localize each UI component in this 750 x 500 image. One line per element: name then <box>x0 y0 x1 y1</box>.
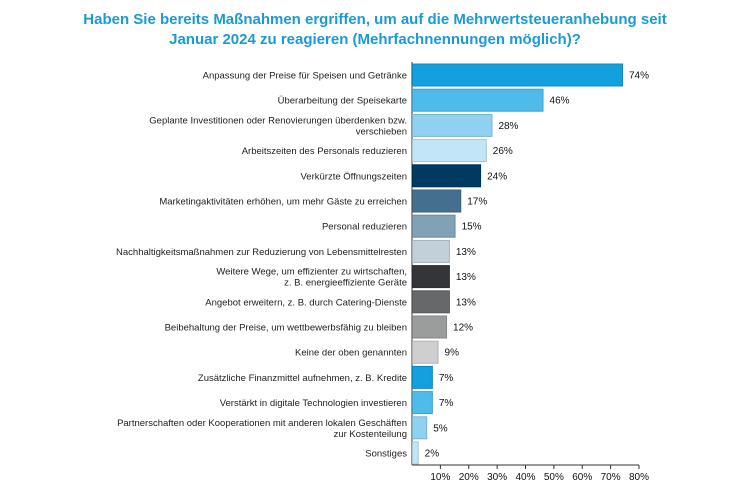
category-label: Beibehaltung der Preise, um wettbewerbsf… <box>165 323 407 334</box>
category-label: Keine der oben genannten <box>295 348 407 359</box>
category-label: Nachhaltigkeitsmaßnahmen zur Reduzierung… <box>116 247 407 258</box>
bar <box>412 416 428 440</box>
bar <box>412 365 433 389</box>
bar-value-label: 7% <box>439 373 454 384</box>
bar <box>412 164 482 188</box>
bar <box>412 239 450 263</box>
category-label: Anpassung der Preise für Speisen und Get… <box>203 71 407 82</box>
category-label: Überarbeitung der Speisekarte <box>278 96 407 107</box>
bar <box>412 391 433 415</box>
bar-value-label: 26% <box>493 146 513 157</box>
bar-value-label: 15% <box>462 222 482 233</box>
bar-value-label: 13% <box>456 272 476 283</box>
bar <box>412 113 493 137</box>
bar-value-label: 2% <box>425 449 440 460</box>
category-label: Weitere Wege, um effizienter zu wirtscha… <box>216 267 407 278</box>
x-tick-label: 30% <box>487 472 507 483</box>
category-label: Marketingaktivitäten erhöhen, um mehr Gä… <box>159 197 407 208</box>
bar-value-label: 5% <box>433 423 448 434</box>
bar <box>412 63 623 87</box>
bar-value-label: 13% <box>456 247 476 258</box>
bar <box>412 340 439 364</box>
category-label: z. B. energieeffiziente Geräte <box>284 278 407 289</box>
bar <box>412 214 456 238</box>
bar <box>412 139 487 163</box>
x-tick-label: 40% <box>515 472 535 483</box>
category-label: Verkürzte Öffnungszeiten <box>301 171 408 182</box>
chart-title-line: Haben Sie bereits Maßnahmen ergriffen, u… <box>83 11 666 28</box>
category-label: Verstärkt in digitale Technologien inves… <box>220 398 407 409</box>
x-tick-label: 50% <box>544 472 564 483</box>
x-tick-label: 10% <box>430 472 450 483</box>
x-tick-label: 70% <box>601 472 621 483</box>
bar-value-label: 28% <box>498 121 518 132</box>
bar-value-label: 13% <box>456 297 476 308</box>
bar-value-label: 12% <box>453 323 473 334</box>
bar-value-label: 46% <box>550 96 570 107</box>
x-tick-label: 20% <box>459 472 479 483</box>
x-tick-label: 60% <box>572 472 592 483</box>
category-label: verschieben <box>356 126 407 137</box>
bar-value-label: 17% <box>467 197 487 208</box>
bar <box>412 88 544 112</box>
category-label: Arbeitszeiten des Personals reduzieren <box>242 146 407 157</box>
category-label: Angebot erweitern, z. B. durch Catering-… <box>205 297 407 308</box>
bar-value-label: 74% <box>629 71 649 82</box>
category-label: Zusätzliche Finanzmittel aufnehmen, z. B… <box>198 373 407 384</box>
bar-value-label: 24% <box>487 171 507 182</box>
category-label: Geplante Investitionen oder Renovierunge… <box>149 115 407 126</box>
chart-title-line: Januar 2024 zu reagieren (Mehrfachnennun… <box>169 31 581 48</box>
category-label: Partnerschaften oder Kooperationen mit a… <box>117 418 407 429</box>
category-label: Sonstiges <box>365 449 407 460</box>
bar <box>412 265 450 289</box>
bar-value-label: 9% <box>445 348 460 359</box>
bar <box>412 189 462 213</box>
x-tick-label: 80% <box>629 472 649 483</box>
category-label: zur Kostenteilung <box>334 429 407 440</box>
category-label: Personal reduzieren <box>322 222 407 233</box>
bar-value-label: 7% <box>439 398 454 409</box>
bar <box>412 290 450 314</box>
bar <box>412 315 448 339</box>
bar <box>412 441 419 465</box>
